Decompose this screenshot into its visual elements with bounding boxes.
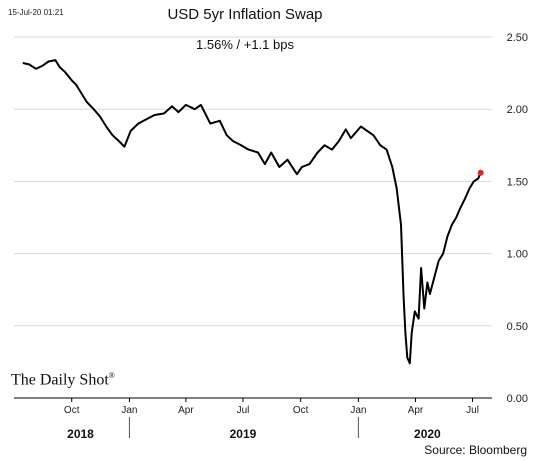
x-tick-label: Oct [293, 405, 309, 416]
source-note: Source: Bloomberg [424, 443, 527, 457]
series-line [22, 59, 482, 365]
x-tick-label: Jan [121, 405, 137, 416]
y-tick-label: 1.00 [507, 249, 528, 261]
x-tick-label: Apr [408, 405, 424, 416]
last-value-marker [477, 169, 484, 176]
brand-name: The Daily Shot [11, 371, 109, 389]
registered-mark: ® [108, 371, 115, 380]
chart-subtitle: 1.56% / +1.1 bps [196, 37, 294, 52]
chart-title: USD 5yr Inflation Swap [167, 6, 323, 23]
y-tick-label: 2.00 [507, 104, 528, 116]
brand-logo: The Daily Shot® [11, 371, 115, 389]
x-tick-label: Oct [64, 405, 80, 416]
year-label: 2018 [67, 427, 94, 441]
year-label: 2020 [414, 427, 441, 441]
timestamp: 15-Jul-20 01:21 [8, 8, 64, 17]
x-tick-label: Apr [178, 405, 194, 416]
x-tick-label: Jul [466, 405, 479, 416]
x-tick-label: Jan [350, 405, 366, 416]
y-tick-label: 0.00 [507, 393, 528, 405]
y-tick-label: 0.50 [507, 321, 528, 333]
x-tick-label: Jul [237, 405, 250, 416]
y-tick-label: 1.50 [507, 176, 528, 188]
y-tick-label: 2.50 [507, 32, 528, 44]
year-label: 2019 [230, 427, 257, 441]
